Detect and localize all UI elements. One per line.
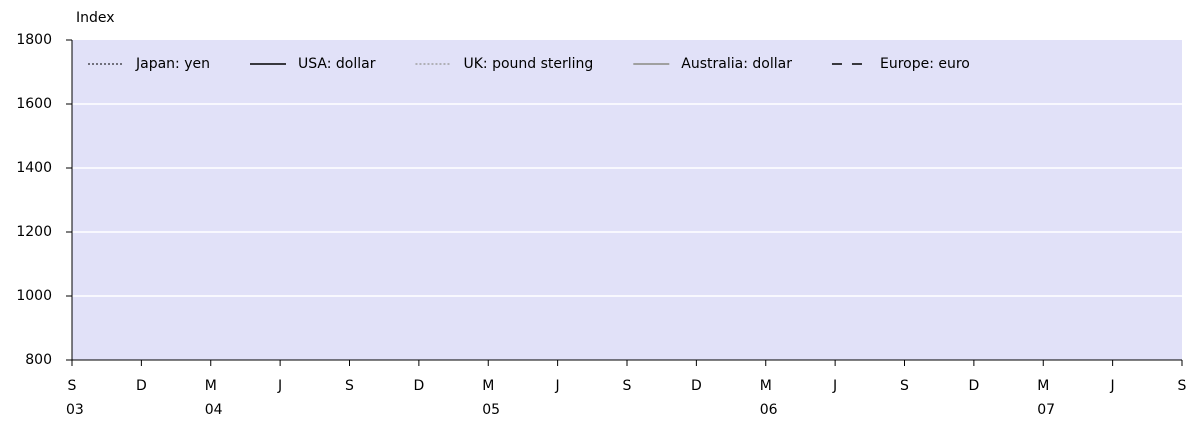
x-tick-label: D [968,378,979,394]
x-tick-label: J [555,378,560,394]
legend-label: Australia: dollar [681,56,792,72]
y-tick-label: 1400 [16,160,52,176]
legend-label: Europe: euro [880,56,970,72]
legend-label: UK: pound sterling [463,56,593,72]
x-tick-label: S [68,378,77,394]
x-tick-label: M [1037,378,1049,394]
x-tick-label: D [136,378,147,394]
y-tick-label: 800 [25,352,52,368]
x-tick-label: M [760,378,772,394]
x-year-label: 05 [482,402,500,418]
x-tick-label: J [832,378,837,394]
x-year-label: 03 [66,402,84,418]
x-tick-label: S [345,378,354,394]
x-tick-label: S [623,378,632,394]
x-tick-label: D [413,378,424,394]
y-tick-label: 1000 [16,288,52,304]
legend-label: USA: dollar [298,56,376,72]
x-tick-label: M [205,378,217,394]
x-year-label: 06 [760,402,778,418]
legend-label: Japan: yen [135,56,210,72]
x-tick-label: S [900,378,909,394]
x-year-label: 07 [1037,402,1055,418]
x-tick-label: S [1178,378,1187,394]
x-year-label: 04 [205,402,223,418]
x-tick-label: J [1110,378,1115,394]
plot-area [72,40,1182,360]
y-axis-label: Index [76,10,115,26]
y-tick-label: 1800 [16,32,52,48]
x-tick-label: D [691,378,702,394]
y-tick-label: 1600 [16,96,52,112]
x-tick-label: M [482,378,494,394]
y-tick-label: 1200 [16,224,52,240]
x-tick-label: J [277,378,282,394]
